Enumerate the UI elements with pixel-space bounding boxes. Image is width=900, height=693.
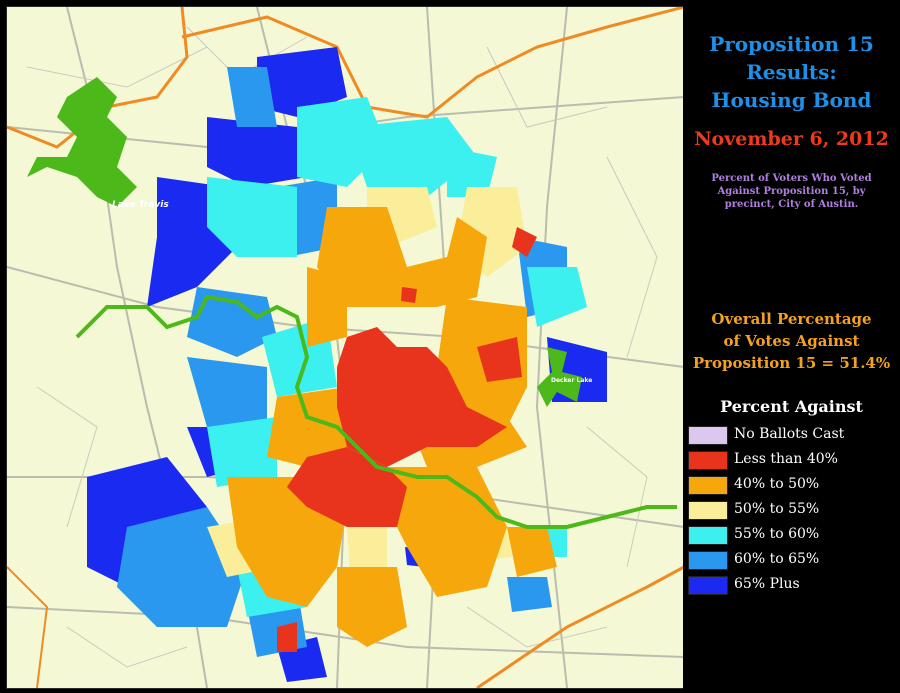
- legend-label: 60% to 65%: [734, 551, 820, 567]
- legend-label: 55% to 60%: [734, 526, 820, 542]
- legend-label: No Ballots Cast: [734, 426, 845, 442]
- legend-label: 40% to 50%: [734, 476, 820, 492]
- legend-item: Less than 40%: [688, 450, 893, 470]
- overall-line-3: Proposition 15 = 51.4%: [692, 354, 891, 372]
- precinct-regions: [87, 47, 607, 682]
- lake-travis-label: Lake Travis: [112, 200, 169, 210]
- description-line-3: precinct, City of Austin.: [724, 199, 859, 210]
- legend-swatch: [688, 426, 728, 445]
- county-line: [7, 7, 189, 149]
- legend-label: Less than 40%: [734, 451, 838, 467]
- map-canvas: Lake Travis Decker Lake: [7, 7, 684, 688]
- county-line: [7, 566, 49, 688]
- title-line-3: Housing Bond: [711, 88, 872, 112]
- election-date: November 6, 2012: [694, 128, 889, 150]
- legend-label: 65% Plus: [734, 576, 800, 592]
- legend-swatch: [688, 451, 728, 470]
- legend-swatch: [688, 476, 728, 495]
- legend-item: 60% to 65%: [688, 550, 893, 570]
- legend-item: 40% to 50%: [688, 475, 893, 495]
- side-panel: Proposition 15 Results: Housing Bond Nov…: [683, 0, 900, 693]
- decker-lake-label: Decker Lake: [551, 377, 592, 384]
- overall-line-1: Overall Percentage: [711, 310, 872, 328]
- lake-travis: [27, 77, 137, 207]
- legend-label: 50% to 55%: [734, 501, 820, 517]
- legend-swatch: [688, 526, 728, 545]
- legend-swatch: [688, 501, 728, 520]
- legend-item: 65% Plus: [688, 575, 893, 595]
- title-line-1: Proposition 15: [709, 32, 874, 56]
- water-bodies: [27, 77, 582, 407]
- legend-title: Percent Against: [720, 397, 863, 416]
- legend-item: 50% to 55%: [688, 500, 893, 520]
- title-line-2: Results:: [746, 60, 837, 84]
- description-line-1: Percent of Voters Who Voted: [711, 173, 872, 184]
- legend-item: No Ballots Cast: [688, 425, 893, 445]
- overall-line-2: of Votes Against: [723, 332, 860, 350]
- county-line: [476, 565, 684, 688]
- decker-lake: [537, 347, 582, 407]
- legend-swatch: [688, 551, 728, 570]
- county-line: [181, 7, 684, 119]
- description-line-2: Against Proposition 15, by: [717, 186, 866, 197]
- legend-item: 55% to 60%: [688, 525, 893, 545]
- colorado-river: [75, 294, 677, 529]
- legend-swatch: [688, 576, 728, 595]
- precinct-map: Lake Travis Decker Lake: [6, 6, 685, 689]
